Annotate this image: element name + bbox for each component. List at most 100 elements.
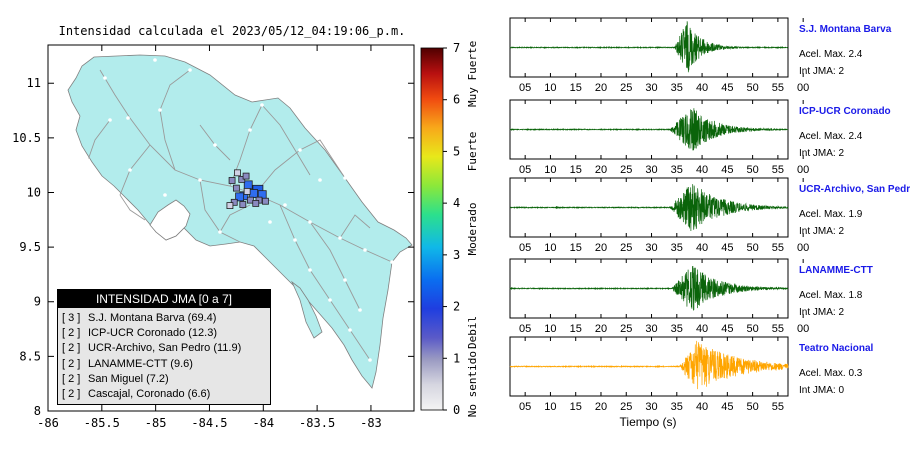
- seismogram-trace-panel: 05 10 15 20 25 30 35 40 45 50 55 00 ICP-UCR Coronado…: [509, 99, 891, 176]
- trace-tick-label: 40: [696, 164, 708, 176]
- station-marker[interactable]: [232, 184, 240, 192]
- trace-tick-label: 25: [620, 401, 632, 413]
- trace-tick-label: 40: [696, 323, 708, 335]
- station-marker[interactable]: [235, 192, 245, 202]
- station-pga: Acel. Max. 2.4: [799, 131, 863, 142]
- legend-item-intensity: [ 2 ]: [62, 372, 81, 385]
- colorbar-ticks: 0 1 2 3 4 5 6 7: [443, 41, 460, 417]
- trace-tick-label: 45: [721, 242, 733, 254]
- trace-tick-label: 20: [595, 164, 607, 176]
- legend-item-intensity: [ 3 ]: [62, 312, 81, 324]
- trace-tick-label: 25: [620, 242, 632, 254]
- station-jma: Int JMA: 0: [799, 385, 844, 396]
- trace-tick-label: 40: [696, 82, 708, 94]
- legend-item: [ 2 ] LANAMME-CTT (9.6): [62, 357, 270, 372]
- trace-tick-label: 40: [696, 242, 708, 254]
- trace-tick-label: 50: [746, 164, 758, 176]
- colorbar-tick-label: 2: [453, 300, 460, 314]
- legend-item-label: Cascajal, Coronado (6.6): [88, 388, 211, 401]
- y-tick-label: 8: [34, 404, 41, 418]
- legend-item: [ 2 ] San Miguel (7.2): [62, 372, 270, 387]
- trace-tick-label: 00: [797, 323, 809, 335]
- town-markers: [86, 58, 394, 362]
- station-name: ICP-UCR Coronado: [799, 106, 891, 117]
- intensity-legend: INTENSIDAD JMA [0 a 7] [ 3 ] S.J. Montana…: [57, 289, 271, 405]
- colorbar: 0 1 2 3 4 5 6 7 No sentido Debil Moderado Fuerte Mu…: [420, 41, 479, 418]
- legend-item-label: S.J. Montana Barva (69.4): [88, 312, 217, 324]
- x-tick-label: -84: [252, 416, 274, 430]
- trace-tick-label: 25: [620, 164, 632, 176]
- trace-tick-label: 20: [595, 82, 607, 94]
- legend-item-label: UCR-Archivo, San Pedro (11.9): [88, 342, 242, 355]
- station-marker[interactable]: [243, 187, 251, 195]
- station-jma: Int JMA: 2: [799, 148, 844, 159]
- colorbar-tick-label: 3: [453, 248, 460, 262]
- trace-tick-label: 55: [772, 401, 784, 413]
- trace-tick-label: 05: [519, 82, 531, 94]
- trace-tick-label: 50: [746, 323, 758, 335]
- station-marker[interactable]: [239, 201, 247, 208]
- stations-layer: [226, 169, 269, 210]
- x-tick-label: -83.5: [299, 416, 335, 430]
- trace-tick-label: 45: [721, 323, 733, 335]
- trace-tick-label: 35: [671, 323, 683, 335]
- trace-tick-label: 30: [645, 401, 657, 413]
- station-marker[interactable]: [242, 172, 250, 180]
- trace-tick-label: 55: [772, 164, 784, 176]
- station-marker[interactable]: [262, 197, 269, 205]
- trace-tick-label: 55: [772, 82, 784, 94]
- map-title: Intensidad calculada el 2023/05/12_04:19…: [59, 24, 406, 38]
- y-tick-label: 8.5: [19, 349, 41, 363]
- trace-tick-label: 05: [519, 401, 531, 413]
- legend-title: INTENSIDAD JMA [0 a 7]: [58, 290, 270, 308]
- trace-tick-label: 30: [645, 242, 657, 254]
- colorbar-category-label: Fuerte: [466, 132, 479, 172]
- trace-tick-label: 55: [772, 242, 784, 254]
- legend-item-label: San Miguel (7.2): [88, 372, 169, 385]
- trace-tick-label: 35: [671, 401, 683, 413]
- colorbar-categories: No sentido Debil Moderado Fuerte Muy Fuerte: [466, 41, 479, 418]
- station-marker[interactable]: [249, 189, 259, 198]
- trace-tick-label: 35: [671, 82, 683, 94]
- station-pga: Acel. Max. 2.4: [799, 49, 863, 60]
- trace-tick-label: 50: [746, 401, 758, 413]
- station-marker[interactable]: [226, 202, 234, 210]
- station-marker[interactable]: [228, 177, 236, 184]
- legend-item-intensity: [ 2 ]: [62, 327, 81, 340]
- trace-tick-label: 35: [671, 164, 683, 176]
- x-tick-label: -85: [145, 416, 167, 430]
- station-marker[interactable]: [252, 200, 260, 207]
- colorbar-category-label: Muy Fuerte: [466, 41, 479, 107]
- legend-list: [ 3 ] S.J. Montana Barva (69.4) [ 2 ] ICP-U…: [58, 308, 270, 402]
- colorbar-tick-label: 1: [453, 351, 460, 365]
- trace-tick-label: 20: [595, 323, 607, 335]
- trace-tick-label: 15: [570, 164, 582, 176]
- trace-tick-label: 25: [620, 323, 632, 335]
- seismogram-trace-panel: 05 10 15 20 25 30 35 40 45 50 55 00 S.J. Montana Bar…: [509, 17, 892, 94]
- y-tick-label: 10.5: [12, 131, 41, 145]
- colorbar-category-label: Debil: [466, 316, 479, 349]
- colorbar-gradient: [420, 47, 444, 411]
- station-marker[interactable]: [243, 180, 253, 190]
- colorbar-category-label: No sentido: [466, 351, 479, 417]
- trace-tick-label: 30: [645, 82, 657, 94]
- legend-item-label: ICP-UCR Coronado (12.3): [88, 327, 217, 340]
- station-name: S.J. Montana Barva: [799, 24, 892, 35]
- trace-tick-label: 05: [519, 164, 531, 176]
- trace-tick-label: 40: [696, 401, 708, 413]
- map-frame: [47, 44, 415, 412]
- trace-tick-label: 10: [544, 323, 556, 335]
- costa-rica-land: [67, 54, 413, 389]
- seismogram-trace-panel: 05 10 15 20 25 30 35 40 45 50 55 Teatro Nacional Ace…: [509, 336, 873, 413]
- station-pga: Acel. Max. 0.3: [799, 368, 863, 379]
- trace-tick-label: 45: [721, 401, 733, 413]
- station-jma: Int JMA: 2: [799, 66, 844, 77]
- colorbar-tick-label: 0: [453, 403, 460, 417]
- colorbar-tick-label: 5: [453, 144, 460, 158]
- station-marker[interactable]: [234, 169, 241, 177]
- station-name: UCR-Archivo, San Pedro: [799, 184, 910, 195]
- waveform-line: [509, 108, 789, 151]
- station-pga: Acel. Max. 1.9: [799, 209, 863, 220]
- trace-tick-label: 00: [797, 82, 809, 94]
- x-axis-label: Tiempo (s): [620, 415, 677, 429]
